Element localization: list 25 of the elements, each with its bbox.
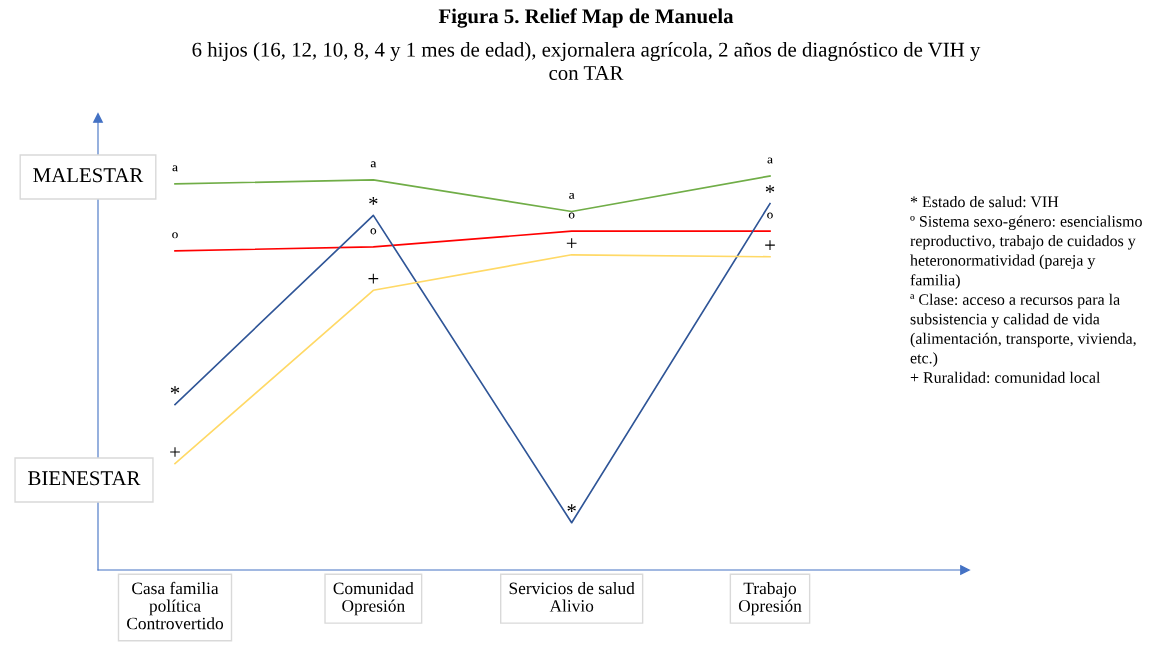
annotation: BIENESTAR	[28, 471, 141, 486]
text: ª	[370, 161, 377, 168]
series-label: º	[370, 228, 377, 235]
text: +	[368, 273, 379, 284]
text: ª	[172, 165, 178, 172]
series-label: ª	[569, 192, 575, 199]
x-tick-label: Comunidad Opresión	[333, 582, 414, 616]
series-label: +	[170, 447, 180, 457]
text: *	[369, 197, 378, 205]
x-tick-label: Trabajo Opresión	[738, 582, 802, 616]
x-tick-label: Servicios de salud Alivio	[509, 582, 635, 612]
chart-title: Figura 5. Relief Map de Manuela	[438, 8, 734, 28]
text: º	[172, 232, 178, 239]
text: *	[170, 386, 180, 394]
x-tick-label: Casa familia política Controvertido	[127, 581, 224, 630]
annotation: MALESTAR	[33, 168, 144, 183]
series-label: *	[567, 504, 576, 512]
text: *	[765, 185, 775, 193]
text: ª	[767, 157, 773, 164]
text: º	[568, 212, 575, 219]
chart-subtitle: 6 hijos (16, 12, 10, 8, 4 y 1 mes de edad), exjornalera agrícola, 2 años de diagnóstico de VIH y con TAR	[192, 42, 981, 80]
text: º	[767, 212, 773, 219]
text: +	[765, 240, 775, 250]
text: * Estado de salud: VIH º Sistema sexo-género: esencialismo reproductivo, trabajo de cuidados y heteronormatividad (pareja y familia) ª Clase: acceso a recursos para la subsistencia y calidad de vida (alimentación, transporte, vivienda, etc.) + Ruralidad: comunidad local	[910, 196, 1142, 384]
text: +	[566, 238, 577, 249]
